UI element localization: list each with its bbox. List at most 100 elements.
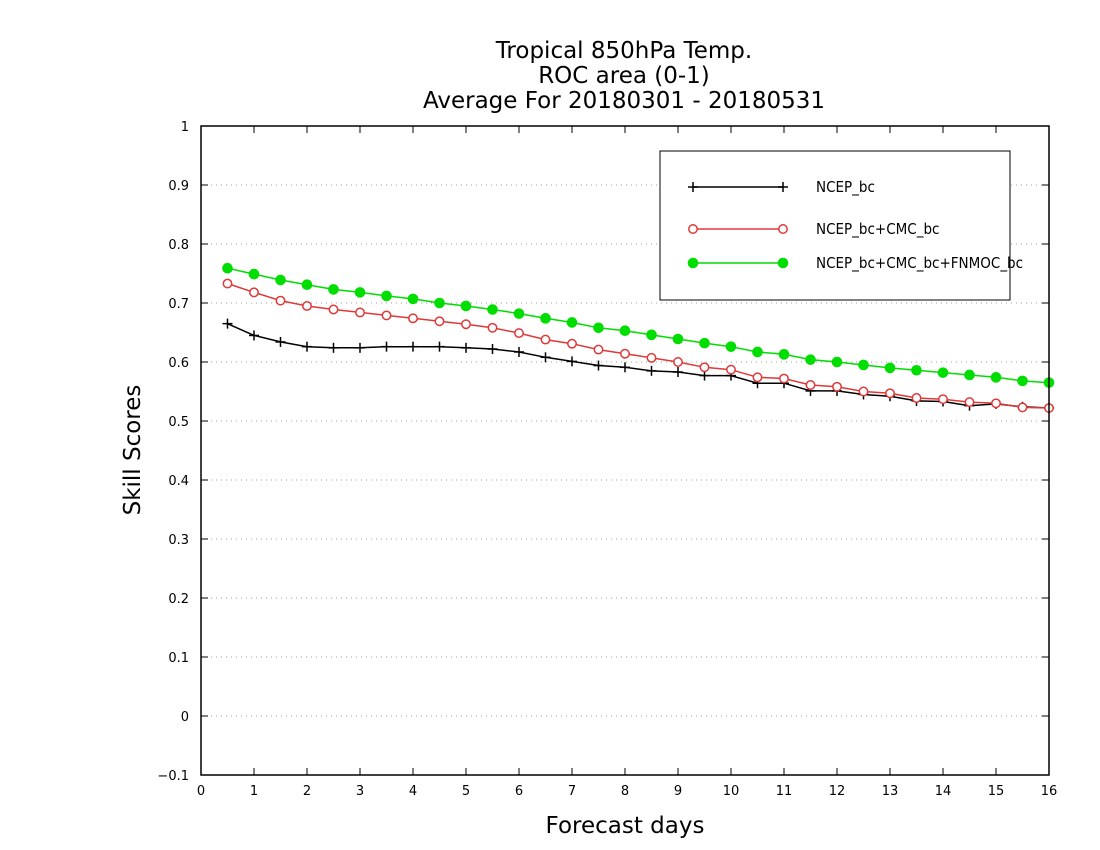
x-tick-label: 13 (882, 784, 899, 799)
title-line-3: Average For 20180301 - 20180531 (423, 88, 825, 114)
series-line (227, 323, 1050, 409)
data-point-open-circle (514, 328, 524, 339)
data-point-plus (302, 341, 312, 352)
axes: −0.100.10.20.30.40.50.60.70.80.910 1 2 3 4 5 6… (157, 120, 1057, 799)
data-point-open-circle (434, 316, 445, 327)
data-point-filled-circle (777, 257, 789, 269)
data-point-plus (620, 362, 630, 373)
x-tick-label: 6 (515, 784, 523, 799)
legend: NCEP_bc NCEP_bc+CMC_bc NCEP_bc+CMC_bc+FNMO… (659, 150, 1023, 301)
data-point-filled-circle (937, 367, 949, 378)
data-point-open-circle (911, 393, 922, 403)
x-tick-label: 8 (621, 784, 629, 799)
title-line-2: ROC area (0-1) (538, 63, 710, 89)
y-tick-label: 0.2 (168, 592, 189, 607)
legend-items: NCEP_bc NCEP_bc+CMC_bc NCEP_bc+CMC_bc+FNMO… (687, 178, 1023, 273)
data-point-filled-circle (540, 313, 551, 324)
data-point-open-circle (275, 295, 286, 306)
x-tick-label: 12 (829, 784, 846, 799)
x-tick-label: 10 (723, 784, 740, 799)
data-point-plus (222, 318, 233, 329)
data-point-open-circle (938, 394, 948, 405)
data-point-filled-circle (687, 257, 699, 269)
legend-label: NCEP_bc+CMC_bc+FNMOC_bc (816, 254, 1023, 273)
data-point-filled-circle (1017, 375, 1028, 387)
data-point-open-circle (646, 352, 657, 363)
legend-entry: NCEP_bc (688, 178, 875, 197)
data-point-plus (514, 346, 524, 357)
data-point-open-circle (673, 357, 683, 367)
series-line (227, 282, 1050, 409)
data-point-filled-circle (328, 284, 339, 295)
data-point-open-circle (249, 287, 259, 298)
data-point-filled-circle (778, 349, 790, 360)
data-point-open-circle (778, 224, 788, 234)
data-point-filled-circle (434, 297, 445, 309)
data-point-open-circle (805, 380, 816, 390)
x-tick-label: 7 (568, 784, 576, 799)
data-point-filled-circle (725, 341, 737, 352)
plot-frame (200, 125, 1050, 776)
data-point-open-circle (487, 322, 498, 333)
data-point-open-circle (593, 344, 604, 355)
data-point-plus (593, 360, 604, 371)
x-tick-label: 15 (988, 784, 1005, 799)
data-point-filled-circle (487, 304, 498, 315)
data-point-plus (673, 367, 683, 378)
data-point-open-circle (355, 307, 365, 318)
data-point-open-circle (964, 397, 975, 408)
data-point-filled-circle (513, 308, 525, 319)
x-tick-label: 2 (303, 784, 311, 799)
legend-label: NCEP_bc (816, 178, 875, 197)
data-point-filled-circle (964, 369, 975, 381)
data-point-filled-circle (566, 317, 578, 328)
data-point-open-circle (620, 348, 630, 359)
data-point-filled-circle (831, 356, 843, 368)
data-point-plus (328, 342, 339, 353)
x-axis-label: Forecast days (546, 813, 705, 839)
data-point-plus (540, 352, 551, 363)
data-point-filled-circle (672, 333, 684, 345)
x-tick-label: 4 (409, 784, 417, 799)
legend-box (659, 150, 1011, 301)
y-tick-label: 1 (181, 120, 189, 135)
data-point-open-circle (302, 301, 312, 311)
data-point-open-circle (688, 224, 698, 234)
data-point-open-circle (779, 373, 789, 384)
data-point-open-circle (885, 388, 895, 399)
data-point-open-circle (1017, 402, 1028, 413)
data-point-filled-circle (407, 293, 419, 305)
data-point-filled-circle (593, 322, 604, 334)
y-tick-label: −0.1 (157, 769, 189, 784)
data-point-filled-circle (699, 337, 710, 349)
series-layer (222, 262, 1055, 414)
data-point-filled-circle (460, 300, 472, 312)
data-point-open-circle (328, 304, 339, 315)
data-point-filled-circle (911, 364, 922, 376)
x-tick-label: 16 (1041, 784, 1058, 799)
data-point-filled-circle (884, 362, 896, 374)
data-point-filled-circle (990, 372, 1002, 383)
data-point-plus (408, 341, 418, 352)
x-tick-label: 0 (197, 784, 205, 799)
y-tick-label: 0.5 (168, 415, 189, 430)
data-point-filled-circle (752, 346, 763, 358)
data-point-plus (355, 342, 365, 353)
x-tick-label: 1 (250, 784, 258, 799)
data-point-plus (688, 182, 698, 192)
series-2 (222, 278, 1054, 413)
x-tick-label: 11 (776, 784, 793, 799)
data-point-plus (487, 344, 498, 355)
data-point-filled-circle (646, 329, 657, 341)
x-tick-label: 9 (674, 784, 682, 799)
y-tick-label: 0.4 (168, 474, 189, 489)
x-tick-label: 5 (462, 784, 470, 799)
y-tick-label: 0.3 (168, 533, 189, 548)
data-point-open-circle (222, 278, 233, 289)
data-point-open-circle (540, 334, 551, 345)
y-tick-label: 0.1 (168, 651, 189, 666)
data-point-filled-circle (381, 290, 392, 302)
data-point-plus (778, 182, 788, 192)
data-point-plus (646, 365, 657, 376)
y-tick-label: 0.6 (168, 356, 189, 371)
